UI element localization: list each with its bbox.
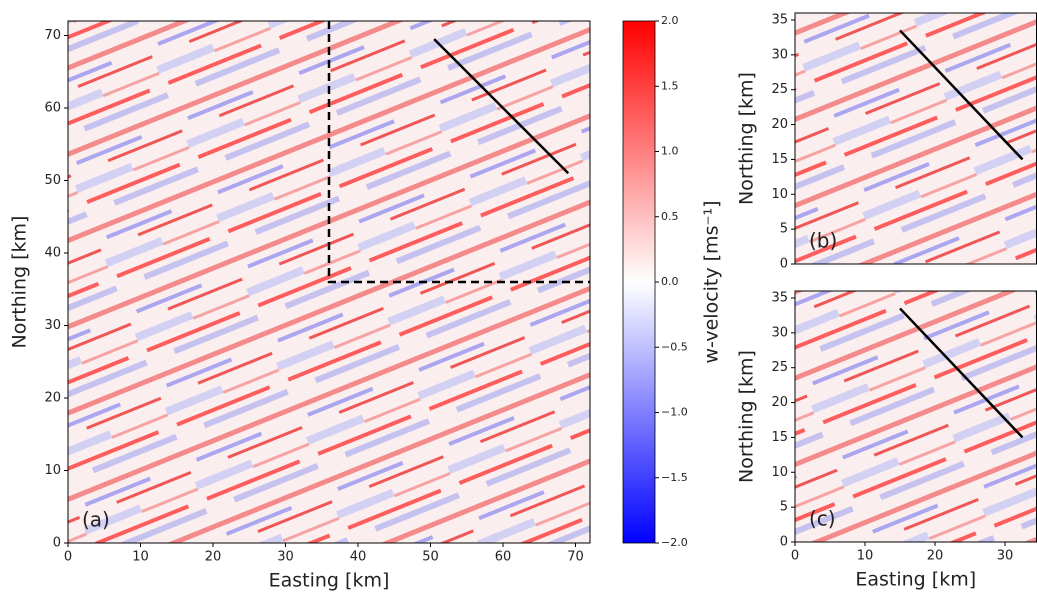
colorbar-tick-label: 0.0 bbox=[661, 275, 679, 288]
x-tick-label: 30 bbox=[997, 549, 1014, 564]
y-tick-label: 30 bbox=[771, 325, 788, 340]
x-tick-label: 70 bbox=[567, 550, 584, 565]
panel-label: (b) bbox=[809, 229, 837, 253]
y-tick-label: 0 bbox=[780, 535, 788, 550]
y-tick-label: 30 bbox=[44, 318, 61, 333]
x-tick-label: 30 bbox=[277, 550, 294, 565]
x-axis-label: Easting [km] bbox=[269, 570, 390, 592]
x-tick-label: 10 bbox=[857, 549, 874, 564]
colorbar bbox=[622, 20, 656, 544]
colorbar-tick-label: 2.0 bbox=[661, 14, 679, 27]
x-tick-label: 0 bbox=[64, 550, 72, 565]
field bbox=[795, 291, 1037, 542]
transect-line bbox=[899, 29, 1024, 161]
x-tick-label: 20 bbox=[927, 549, 944, 564]
x-axis-label: Easting [km] bbox=[855, 569, 976, 591]
y-tick-label: 20 bbox=[771, 117, 788, 132]
y-tick-label: 15 bbox=[771, 430, 788, 445]
colorbar-tick-label: −0.5 bbox=[661, 340, 688, 353]
y-axis-label: Northing [km] bbox=[736, 72, 758, 205]
y-tick-label: 10 bbox=[771, 187, 788, 202]
colorbar-tick-label: 1.0 bbox=[661, 145, 679, 158]
y-tick-label: 35 bbox=[771, 290, 788, 305]
transect-line bbox=[899, 307, 1024, 439]
y-tick-label: 5 bbox=[780, 500, 788, 515]
x-tick-label: 10 bbox=[132, 550, 149, 565]
y-axis-label: Northing [km] bbox=[736, 350, 758, 483]
y-tick-label: 10 bbox=[771, 465, 788, 480]
y-tick-label: 20 bbox=[44, 391, 61, 406]
y-tick-label: 25 bbox=[771, 360, 788, 375]
x-tick-label: 0 bbox=[791, 549, 799, 564]
field bbox=[795, 13, 1037, 264]
y-tick-label: 0 bbox=[780, 257, 788, 272]
y-tick-label: 5 bbox=[780, 222, 788, 237]
y-axis-label: Northing [km] bbox=[9, 216, 31, 349]
y-tick-label: 0 bbox=[53, 536, 61, 551]
colorbar-tick-label: −1.5 bbox=[661, 471, 688, 484]
panel-label: (a) bbox=[82, 508, 110, 532]
y-tick-label: 10 bbox=[44, 463, 61, 478]
y-tick-label: 15 bbox=[771, 152, 788, 167]
colorbar-tick-label: −1.0 bbox=[661, 406, 688, 419]
x-tick-label: 40 bbox=[350, 550, 367, 565]
x-tick-label: 20 bbox=[205, 550, 222, 565]
colorbar-tick-label: 1.5 bbox=[661, 79, 679, 92]
colorbar-label: w-velocity [ms⁻¹] bbox=[701, 200, 723, 363]
y-tick-label: 60 bbox=[44, 101, 61, 116]
y-tick-label: 25 bbox=[771, 82, 788, 97]
x-tick-label: 60 bbox=[495, 550, 512, 565]
colorbar-tick-label: 0.5 bbox=[661, 210, 679, 223]
transect-line bbox=[433, 38, 570, 175]
x-tick-label: 50 bbox=[422, 550, 439, 565]
y-tick-label: 20 bbox=[771, 395, 788, 410]
y-tick-label: 50 bbox=[44, 173, 61, 188]
colorbar-tick-label: −2.0 bbox=[661, 536, 688, 549]
y-tick-label: 35 bbox=[771, 12, 788, 27]
y-tick-label: 70 bbox=[44, 28, 61, 43]
y-tick-label: 30 bbox=[771, 47, 788, 62]
dashed-box bbox=[327, 21, 590, 284]
panel-label: (c) bbox=[809, 507, 836, 531]
y-tick-label: 40 bbox=[44, 246, 61, 261]
